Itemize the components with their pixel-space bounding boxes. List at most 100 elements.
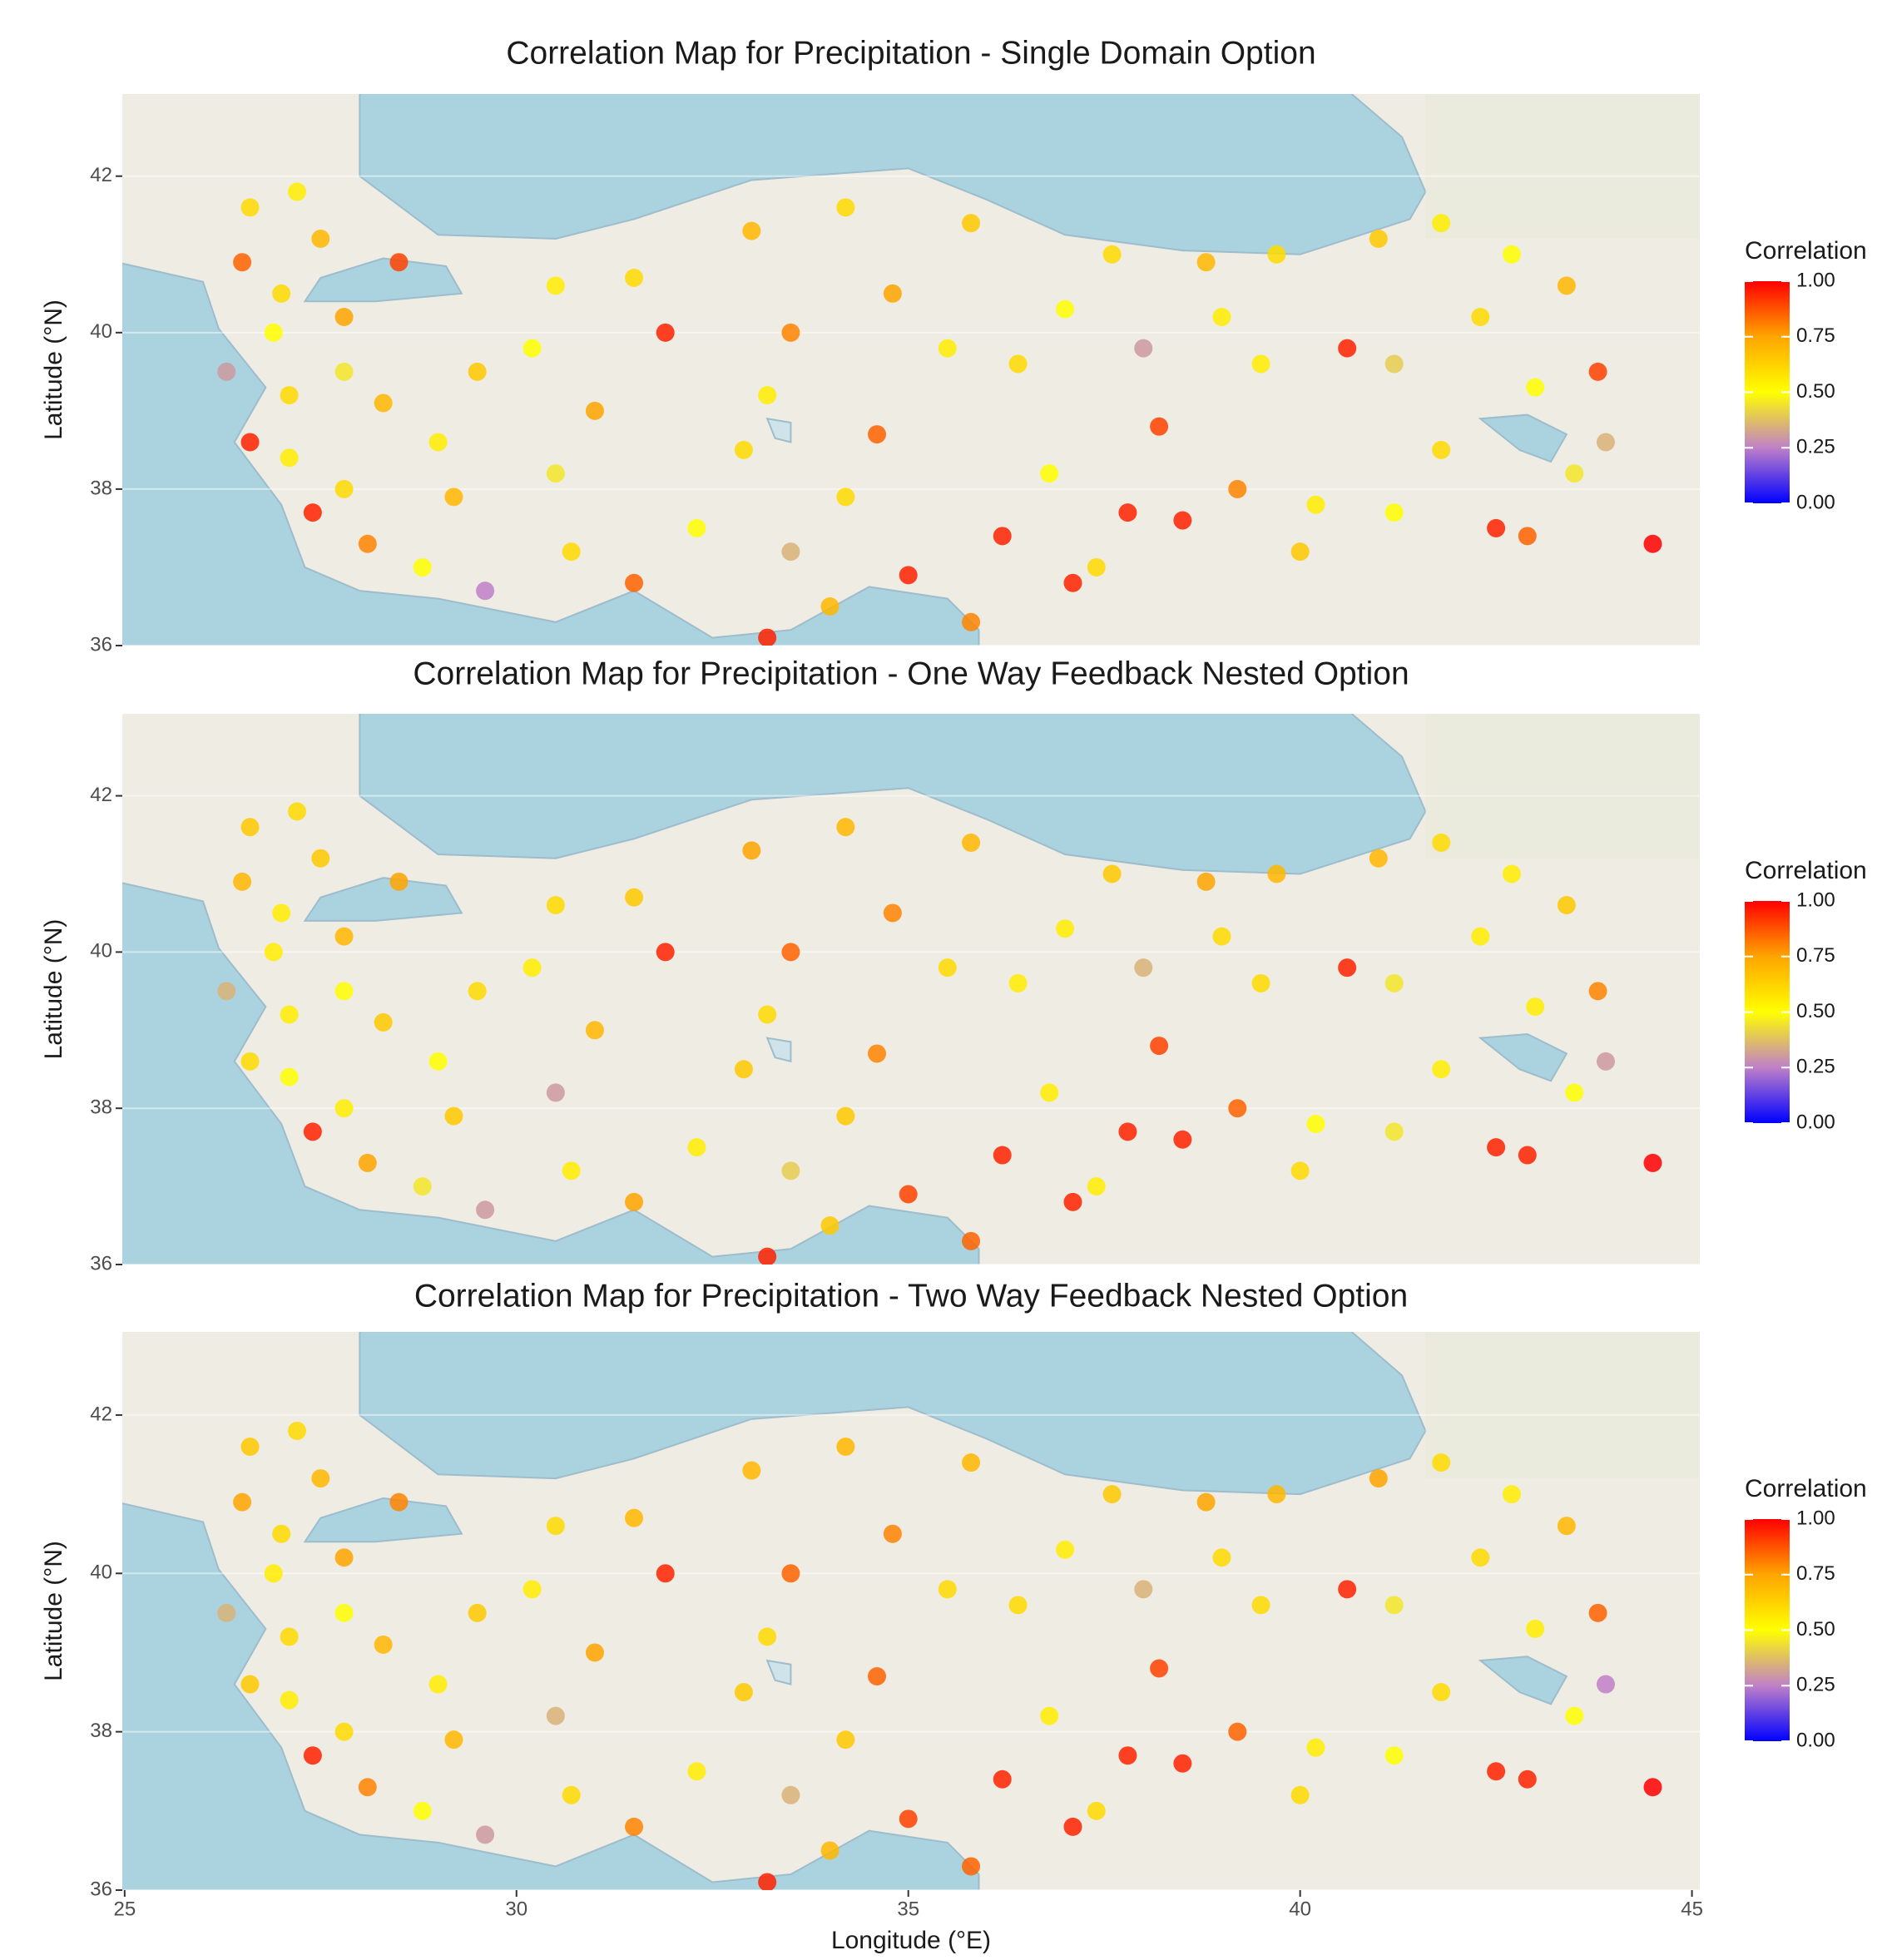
station-point <box>1432 441 1450 459</box>
station-point <box>993 1146 1012 1165</box>
station-point <box>414 1802 432 1820</box>
station-point <box>1565 464 1583 483</box>
station-point <box>1565 1083 1583 1101</box>
station-point <box>1197 253 1216 271</box>
station-point <box>1369 230 1388 248</box>
station-point <box>884 1525 902 1543</box>
colorbar-tick-label: 0.75 <box>1796 944 1835 967</box>
panel: Correlation Map for Precipitation - Two … <box>40 1278 1867 1954</box>
station-point <box>280 1006 299 1024</box>
station-point <box>1589 363 1607 381</box>
station-point <box>939 339 957 358</box>
station-point <box>1212 928 1231 946</box>
station-point <box>1385 1122 1404 1141</box>
station-point <box>547 276 565 294</box>
colorbar-tick-label: 0.50 <box>1796 1618 1835 1641</box>
station-point <box>547 464 565 483</box>
colorbar-tick-label: 0.00 <box>1796 1729 1835 1751</box>
station-point <box>899 1809 918 1828</box>
station-point <box>1040 1083 1058 1101</box>
station-point <box>288 802 306 820</box>
colorbar-tick-label: 0.25 <box>1796 436 1835 458</box>
station-point <box>1252 974 1270 992</box>
station-point <box>742 222 760 240</box>
station-point <box>821 1841 839 1859</box>
y-tick-label: 42 <box>90 164 112 186</box>
station-point <box>884 285 902 303</box>
station-point <box>1009 974 1028 992</box>
station-point <box>625 1818 643 1836</box>
station-point <box>962 613 980 631</box>
station-point <box>1432 834 1450 852</box>
legend-title: Correlation <box>1745 1475 1867 1502</box>
station-point <box>1558 1517 1576 1535</box>
station-point <box>962 1232 980 1250</box>
station-point <box>1056 300 1074 319</box>
station-point <box>233 253 251 271</box>
station-point <box>1338 339 1356 358</box>
station-point <box>625 888 643 907</box>
station-point <box>1369 1469 1388 1487</box>
station-point <box>1432 1683 1450 1701</box>
x-tick-label: 35 <box>897 1898 919 1920</box>
station-point <box>468 363 487 381</box>
map-area <box>116 1328 1700 1898</box>
colorbar-tick-label: 0.75 <box>1796 324 1835 347</box>
station-point <box>1056 1541 1074 1559</box>
station-point <box>1150 1660 1168 1678</box>
station-point <box>1228 1099 1246 1117</box>
station-point <box>562 1786 581 1804</box>
station-point <box>1212 308 1231 326</box>
station-point <box>280 1627 299 1646</box>
station-point <box>1118 1122 1137 1141</box>
station-point <box>272 1525 290 1543</box>
y-axis-title: Latitude (°N) <box>40 919 67 1060</box>
y-tick-label: 42 <box>90 1403 112 1425</box>
colorbar-tick-label: 1.00 <box>1796 1507 1835 1529</box>
station-point <box>335 1548 354 1567</box>
x-tick-label: 40 <box>1289 1898 1311 1920</box>
station-point <box>335 928 354 946</box>
colorbar-tick-label: 0.75 <box>1796 1562 1835 1585</box>
station-point <box>962 834 980 852</box>
station-point <box>241 1438 260 1456</box>
station-point <box>836 488 854 506</box>
station-point <box>758 1627 776 1646</box>
station-point <box>335 308 354 326</box>
station-point <box>1118 1746 1137 1764</box>
figure: Correlation Map for Precipitation - Sing… <box>0 0 1887 1960</box>
station-point <box>836 1730 854 1749</box>
station-point <box>758 386 776 404</box>
station-point <box>836 198 854 216</box>
station-point <box>899 1185 918 1203</box>
y-tick-label: 38 <box>90 477 112 499</box>
station-point <box>374 1636 393 1654</box>
station-point <box>1518 1146 1537 1165</box>
station-point <box>429 1052 448 1071</box>
station-point <box>1487 1762 1505 1780</box>
station-point <box>547 1083 565 1101</box>
station-point <box>962 1857 980 1875</box>
station-point <box>836 1107 854 1126</box>
station-point <box>1487 519 1505 537</box>
station-point <box>1503 1485 1521 1503</box>
station-point <box>868 425 886 443</box>
y-axis-title: Latitude (°N) <box>40 299 67 440</box>
station-point <box>781 1564 800 1582</box>
station-point <box>781 1161 800 1180</box>
y-tick-label: 36 <box>90 1878 112 1900</box>
station-point <box>656 1564 675 1582</box>
station-point <box>1643 1778 1662 1796</box>
station-point <box>468 982 487 1000</box>
station-point <box>1087 1177 1106 1195</box>
station-point <box>444 1107 463 1126</box>
station-point <box>335 1099 354 1117</box>
station-point <box>1063 1193 1082 1211</box>
station-point <box>625 1193 643 1211</box>
chart-title: Correlation Map for Precipitation - One … <box>413 656 1409 691</box>
station-point <box>586 1021 604 1039</box>
station-point <box>1518 527 1537 545</box>
station-point <box>562 542 581 561</box>
station-point <box>429 1675 448 1694</box>
station-point <box>1306 1739 1325 1757</box>
